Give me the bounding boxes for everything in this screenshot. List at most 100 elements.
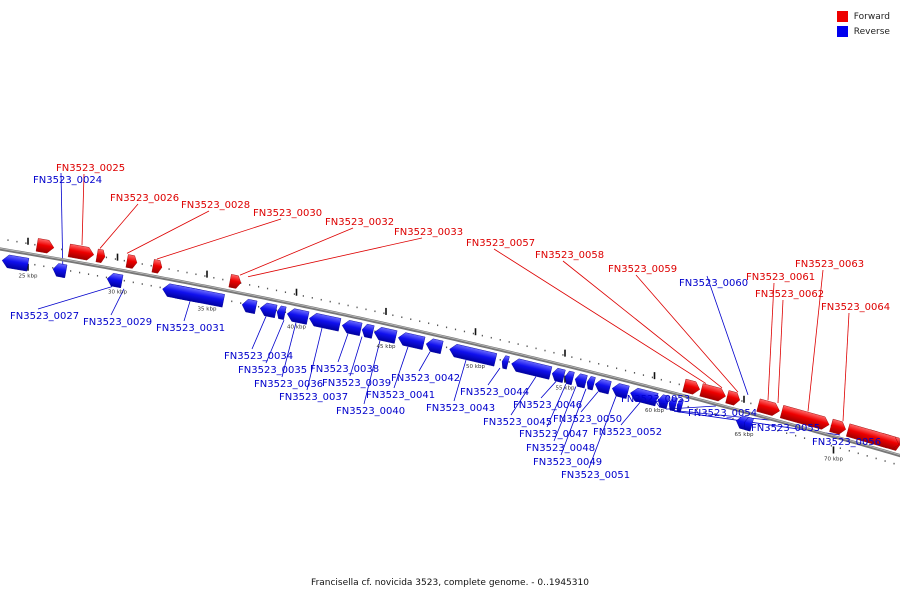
gene-fn3523_0042[interactable] bbox=[397, 331, 426, 350]
gene-fn3523_0048[interactable] bbox=[574, 373, 588, 389]
gene-label-fn3523_0048[interactable]: FN3523_0048 bbox=[526, 443, 595, 454]
gene-fn3523_0058[interactable] bbox=[699, 383, 728, 403]
leader-fn3523_0058 bbox=[562, 260, 723, 389]
gene-fn3523_0038[interactable] bbox=[308, 312, 342, 332]
gene-label-fn3523_0034[interactable]: FN3523_0034 bbox=[224, 351, 293, 362]
gene-fn3523_0033[interactable] bbox=[228, 274, 242, 289]
gene-label-fn3523_0035[interactable]: FN3523_0035 bbox=[238, 365, 307, 376]
gene-label-fn3523_0028[interactable]: FN3523_0028 bbox=[181, 200, 250, 211]
gene-label-fn3523_0050[interactable]: FN3523_0050 bbox=[553, 414, 622, 425]
scale-label-55: 55 kbp bbox=[556, 386, 575, 392]
gene-label-fn3523_0064[interactable]: FN3523_0064 bbox=[821, 302, 890, 313]
genome-backbone bbox=[0, 247, 900, 458]
gene-label-fn3523_0046[interactable]: FN3523_0046 bbox=[513, 400, 582, 411]
gene-fn3523_0052[interactable] bbox=[629, 387, 659, 407]
scale-label-40: 40 kbp bbox=[287, 325, 306, 331]
gene-label-fn3523_0036[interactable]: FN3523_0036 bbox=[254, 379, 323, 390]
gene-label-fn3523_0044[interactable]: FN3523_0044 bbox=[460, 387, 529, 398]
gene-fn3523_0041[interactable] bbox=[373, 326, 398, 344]
gene-label-fn3523_0057[interactable]: FN3523_0057 bbox=[466, 238, 535, 249]
gene-fn3523_0055[interactable] bbox=[675, 398, 684, 413]
gene-label-fn3523_0049[interactable]: FN3523_0049 bbox=[533, 457, 602, 468]
gene-label-fn3523_0056[interactable]: FN3523_0056 bbox=[812, 437, 881, 448]
leader-fn3523_0036 bbox=[281, 322, 297, 378]
gene-fn3523_0036[interactable] bbox=[276, 305, 287, 320]
gene-fn3523_0046[interactable] bbox=[551, 367, 566, 383]
gene-fn3523_0049[interactable] bbox=[586, 376, 596, 391]
gene-label-fn3523_0030[interactable]: FN3523_0030 bbox=[253, 208, 322, 219]
gene-fn3523_0045[interactable] bbox=[510, 357, 553, 380]
gene-label-fn3523_0063[interactable]: FN3523_0063 bbox=[795, 259, 864, 270]
gene-label-fn3523_0052[interactable]: FN3523_0052 bbox=[593, 427, 662, 438]
gene-fn3523_0064[interactable] bbox=[845, 423, 900, 451]
gene-fn3523_0039[interactable] bbox=[341, 319, 363, 336]
leader-fn3523_0028 bbox=[126, 210, 210, 254]
gene-label-fn3523_0025[interactable]: FN3523_0025 bbox=[56, 163, 125, 174]
scale-label-60: 60 kbp bbox=[645, 408, 664, 414]
gene-label-fn3523_0051[interactable]: FN3523_0051 bbox=[561, 470, 630, 481]
gene-label-fn3523_0061[interactable]: FN3523_0061 bbox=[746, 272, 815, 283]
gene-label-fn3523_0024[interactable]: FN3523_0024 bbox=[33, 175, 102, 186]
gene-fn3523_0037[interactable] bbox=[286, 307, 310, 325]
gene-fn3523_0057[interactable] bbox=[682, 378, 702, 396]
gene-label-fn3523_0037[interactable]: FN3523_0037 bbox=[279, 392, 348, 403]
gene-label-fn3523_0032[interactable]: FN3523_0032 bbox=[325, 217, 394, 228]
gene-label-fn3523_0026[interactable]: FN3523_0026 bbox=[110, 193, 179, 204]
leader-fn3523_0062 bbox=[777, 299, 784, 404]
gene-fn3523_0030[interactable] bbox=[125, 254, 138, 270]
gene-fn3523_0050[interactable] bbox=[594, 378, 612, 395]
gene-fn3523_0051[interactable] bbox=[611, 382, 630, 399]
gene-fn3523_0043[interactable] bbox=[425, 338, 444, 355]
gene-label-fn3523_0054[interactable]: FN3523_0054 bbox=[688, 408, 757, 419]
gene-fn3523_0062[interactable] bbox=[779, 405, 831, 431]
gene-label-fn3523_0058[interactable]: FN3523_0058 bbox=[535, 250, 604, 261]
gene-fn3523_0032[interactable] bbox=[151, 259, 163, 274]
gene-fn3523_0031[interactable] bbox=[161, 283, 225, 308]
gene-label-fn3523_0045[interactable]: FN3523_0045 bbox=[483, 417, 552, 428]
gene-label-fn3523_0042[interactable]: FN3523_0042 bbox=[391, 373, 460, 384]
gene-label-fn3523_0029[interactable]: FN3523_0029 bbox=[83, 317, 152, 328]
gene-fn3523_0059[interactable] bbox=[725, 390, 742, 406]
gene-label-fn3523_0047[interactable]: FN3523_0047 bbox=[519, 429, 588, 440]
gene-label-fn3523_0059[interactable]: FN3523_0059 bbox=[608, 264, 677, 275]
leader-fn3523_0057 bbox=[493, 248, 707, 384]
gene-fn3523_0026[interactable] bbox=[67, 243, 95, 261]
scale-label-35: 35 kbp bbox=[198, 307, 217, 313]
gene-fn3523_0040[interactable] bbox=[361, 323, 375, 339]
gene-fn3523_0035[interactable] bbox=[259, 302, 278, 319]
gene-fn3523_0060[interactable] bbox=[742, 417, 754, 432]
gene-fn3523_0029[interactable] bbox=[106, 272, 124, 289]
gene-label-fn3523_0055[interactable]: FN3523_0055 bbox=[751, 423, 820, 434]
gene-fn3523_0063[interactable] bbox=[829, 418, 848, 436]
gene-label-fn3523_0053[interactable]: FN3523_0053 bbox=[621, 394, 690, 405]
gene-fn3523_0044[interactable] bbox=[448, 343, 498, 367]
leader-fn3523_0030 bbox=[156, 218, 282, 260]
gene-fn3523_0027[interactable] bbox=[52, 263, 68, 278]
gene-fn3523_0053[interactable] bbox=[657, 394, 670, 410]
gene-label-fn3523_0027[interactable]: FN3523_0027 bbox=[10, 311, 79, 322]
gene-label-fn3523_0041[interactable]: FN3523_0041 bbox=[366, 390, 435, 401]
gene-label-fn3523_0060[interactable]: FN3523_0060 bbox=[679, 278, 748, 289]
gene-fn3523_0054[interactable] bbox=[667, 397, 678, 412]
gene-fn3523_0025[interactable] bbox=[35, 238, 55, 254]
gene-label-fn3523_0062[interactable]: FN3523_0062 bbox=[755, 289, 824, 300]
scale-label-70: 70 kbp bbox=[824, 456, 843, 462]
leader-fn3523_0042 bbox=[418, 351, 431, 372]
gene-fn3523_0034[interactable] bbox=[241, 298, 258, 314]
leader-fn3523_0038 bbox=[337, 333, 349, 363]
gene-label-fn3523_0031[interactable]: FN3523_0031 bbox=[156, 323, 225, 334]
gene-label-fn3523_0040[interactable]: FN3523_0040 bbox=[336, 406, 405, 417]
gene-fn3523_0024[interactable] bbox=[1, 254, 30, 272]
gene-label-fn3523_0033[interactable]: FN3523_0033 bbox=[394, 227, 463, 238]
gene-fn3523_0028[interactable] bbox=[95, 248, 106, 263]
gene-label-fn3523_0038[interactable]: FN3523_0038 bbox=[310, 364, 379, 375]
gene-label-fn3523_0039[interactable]: FN3523_0039 bbox=[322, 378, 391, 389]
leader-fn3523_0060 bbox=[706, 275, 749, 395]
gene-label-fn3523_0043[interactable]: FN3523_0043 bbox=[426, 403, 495, 414]
leader-fn3523_0050 bbox=[580, 391, 599, 413]
gene-fn3523_0061[interactable] bbox=[756, 398, 782, 417]
leader-fn3523_0061 bbox=[767, 282, 775, 401]
gene-fn3523_0047[interactable] bbox=[564, 370, 575, 386]
gene-glyph-extra-1[interactable] bbox=[501, 355, 510, 370]
